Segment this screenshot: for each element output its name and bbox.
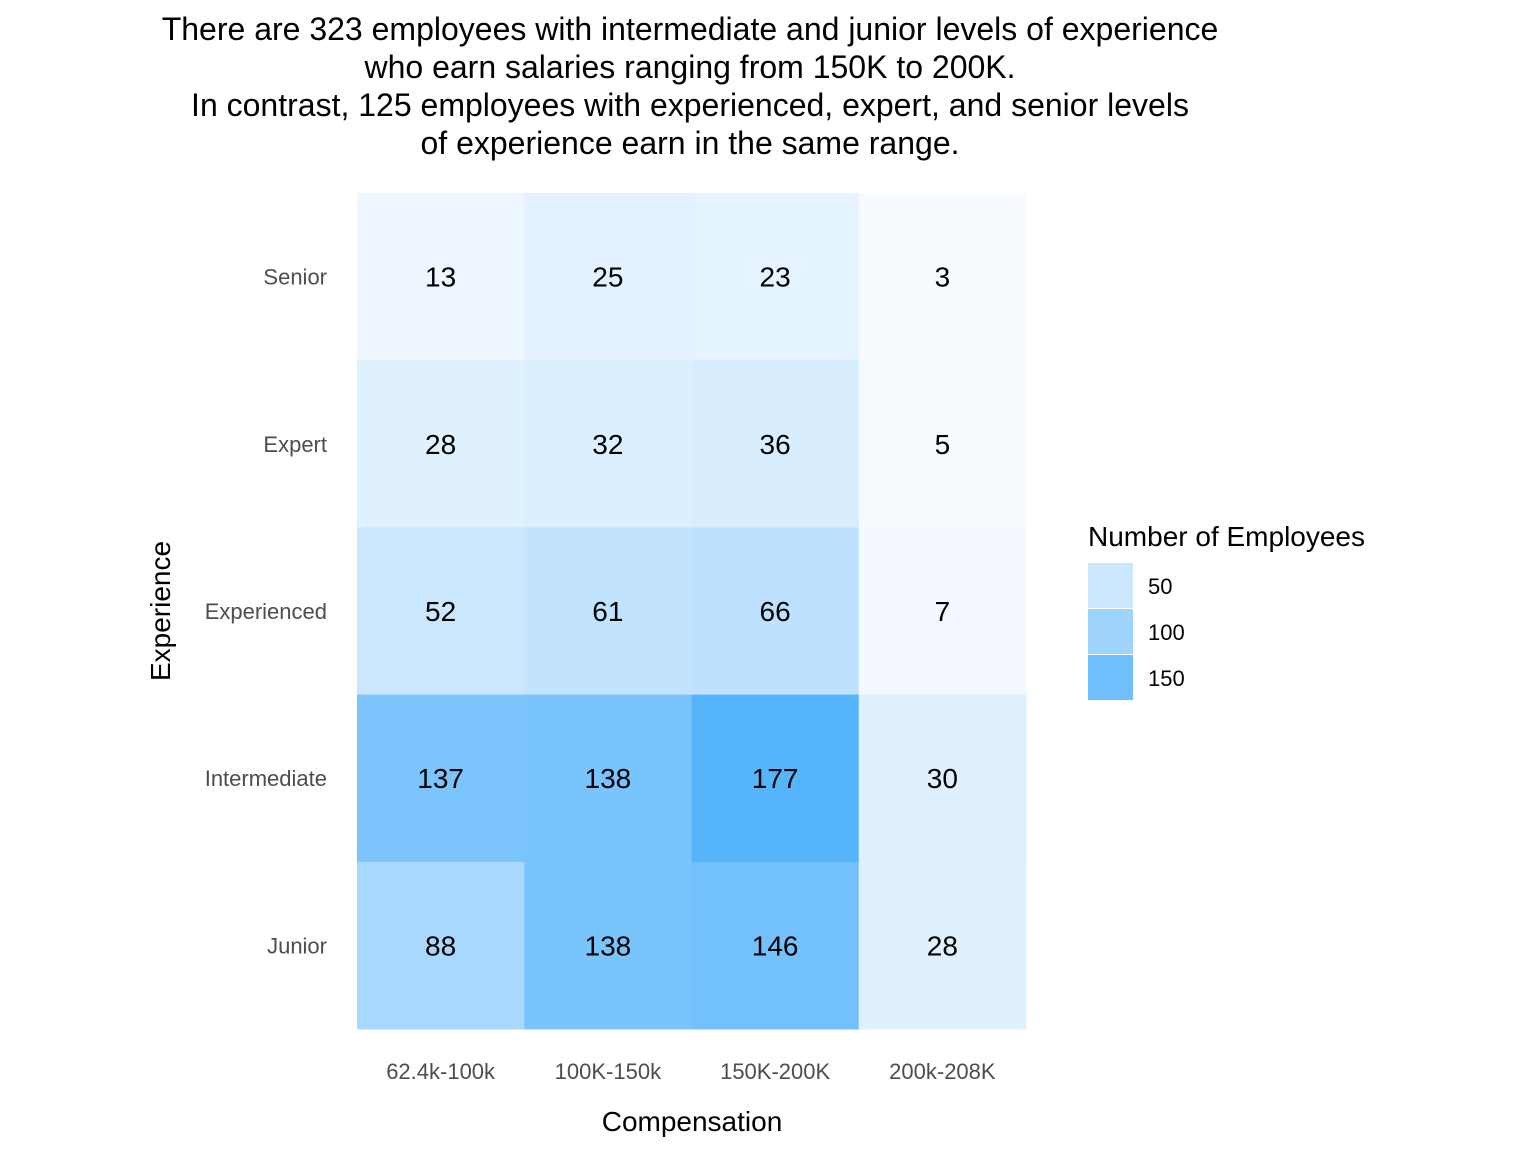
legend-label: 100 (1148, 620, 1185, 645)
cell-value-label: 66 (760, 596, 791, 627)
legend: Number of Employees 50 100 150 (1088, 521, 1365, 700)
heatmap-cell-junior-100k-150k (524, 861, 692, 1030)
heatmap-cell-senior-200k-208k (858, 193, 1027, 361)
y-tick-label: Junior (267, 933, 327, 958)
cell-value-label: 138 (585, 763, 632, 794)
chart-title: There are 323 employees with intermediat… (0, 10, 1380, 162)
heatmap-cell-senior-62-4k-100k (357, 193, 525, 361)
cell-value-label: 13 (425, 262, 456, 293)
cell-value-label: 177 (752, 763, 799, 794)
cell-value-label: 52 (425, 596, 456, 627)
cell-value-label: 23 (760, 262, 791, 293)
heatmap-cell-intermediate-200k-208k (858, 694, 1027, 863)
heatmap-cell-expert-150k-200k (691, 360, 860, 528)
y-tick-label: Intermediate (205, 766, 327, 791)
y-axis-title: Experience (145, 541, 176, 681)
heatmap-cell-labels: 13 25 23 3 28 32 36 5 52 61 66 7 137 138 177 30 88 138 146… (417, 262, 958, 962)
heatmap-cell-expert-62-4k-100k (357, 360, 525, 528)
heatmap-cell-junior-150k-200k (691, 861, 860, 1030)
cell-value-label: 137 (417, 763, 464, 794)
y-tick-label: Experienced (205, 599, 327, 624)
cell-value-label: 138 (585, 930, 632, 961)
x-tick-label: 62.4k-100k (386, 1059, 496, 1084)
cell-value-label: 36 (760, 429, 791, 460)
cell-value-label: 28 (927, 930, 958, 961)
cell-value-label: 30 (927, 763, 958, 794)
legend-swatch (1088, 609, 1133, 654)
x-tick-label: 150K-200K (720, 1059, 830, 1084)
heatmap-cells (357, 193, 1027, 1030)
y-tick-label: Senior (263, 265, 327, 290)
title-line-3: In contrast, 125 employees with experien… (191, 87, 1189, 123)
cell-value-label: 88 (425, 930, 456, 961)
heatmap-cell-senior-150k-200k (691, 193, 860, 361)
x-axis-title: Compensation (602, 1106, 783, 1137)
heatmap-cell-expert-100k-150k (524, 360, 692, 528)
heatmap-cell-intermediate-100k-150k (524, 694, 692, 863)
x-axis-ticks: 62.4k-100k 100K-150k 150K-200K 200k-208K (386, 1059, 996, 1084)
y-tick-label: Expert (263, 432, 327, 457)
heatmap-cell-experienced-150k-200k (691, 527, 860, 696)
heatmap-cell-experienced-100k-150k (524, 527, 692, 696)
heatmap-cell-intermediate-150k-200k (691, 694, 860, 863)
title-line-2: who earn salaries ranging from 150K to 2… (364, 49, 1016, 85)
cell-value-label: 32 (592, 429, 623, 460)
heatmap-cell-junior-200k-208k (858, 861, 1027, 1030)
cell-value-label: 61 (592, 596, 623, 627)
legend-swatch (1088, 563, 1133, 608)
title-line-4: of experience earn in the same range. (420, 125, 960, 161)
cell-value-label: 7 (935, 596, 951, 627)
legend-swatch (1088, 655, 1133, 700)
y-axis-ticks: Senior Expert Experienced Intermediate Junio… (205, 265, 327, 959)
heatmap-cell-experienced-62-4k-100k (357, 527, 525, 696)
cell-value-label: 25 (592, 262, 623, 293)
legend-label: 50 (1148, 574, 1172, 599)
legend-keys: 50 100 150 (1088, 563, 1185, 700)
cell-value-label: 146 (752, 930, 799, 961)
cell-value-label: 28 (425, 429, 456, 460)
x-tick-label: 200k-208K (889, 1059, 996, 1084)
cell-value-label: 5 (935, 429, 951, 460)
heatmap-cell-intermediate-62-4k-100k (357, 694, 525, 863)
heatmap-cell-junior-62-4k-100k (357, 861, 525, 1030)
heatmap-cell-experienced-200k-208k (858, 527, 1027, 696)
heatmap-cell-expert-200k-208k (858, 360, 1027, 528)
title-line-1: There are 323 employees with intermediat… (161, 11, 1219, 47)
legend-title: Number of Employees (1088, 521, 1365, 552)
legend-label: 150 (1148, 666, 1185, 691)
heatmap-cell-senior-100k-150k (524, 193, 692, 361)
x-tick-label: 100K-150k (555, 1059, 662, 1084)
cell-value-label: 3 (935, 262, 951, 293)
